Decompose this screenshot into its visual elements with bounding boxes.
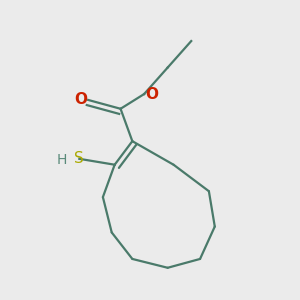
Text: H: H [56,153,67,167]
Text: O: O [74,92,87,107]
Text: S: S [74,151,84,166]
Text: O: O [145,87,158,102]
